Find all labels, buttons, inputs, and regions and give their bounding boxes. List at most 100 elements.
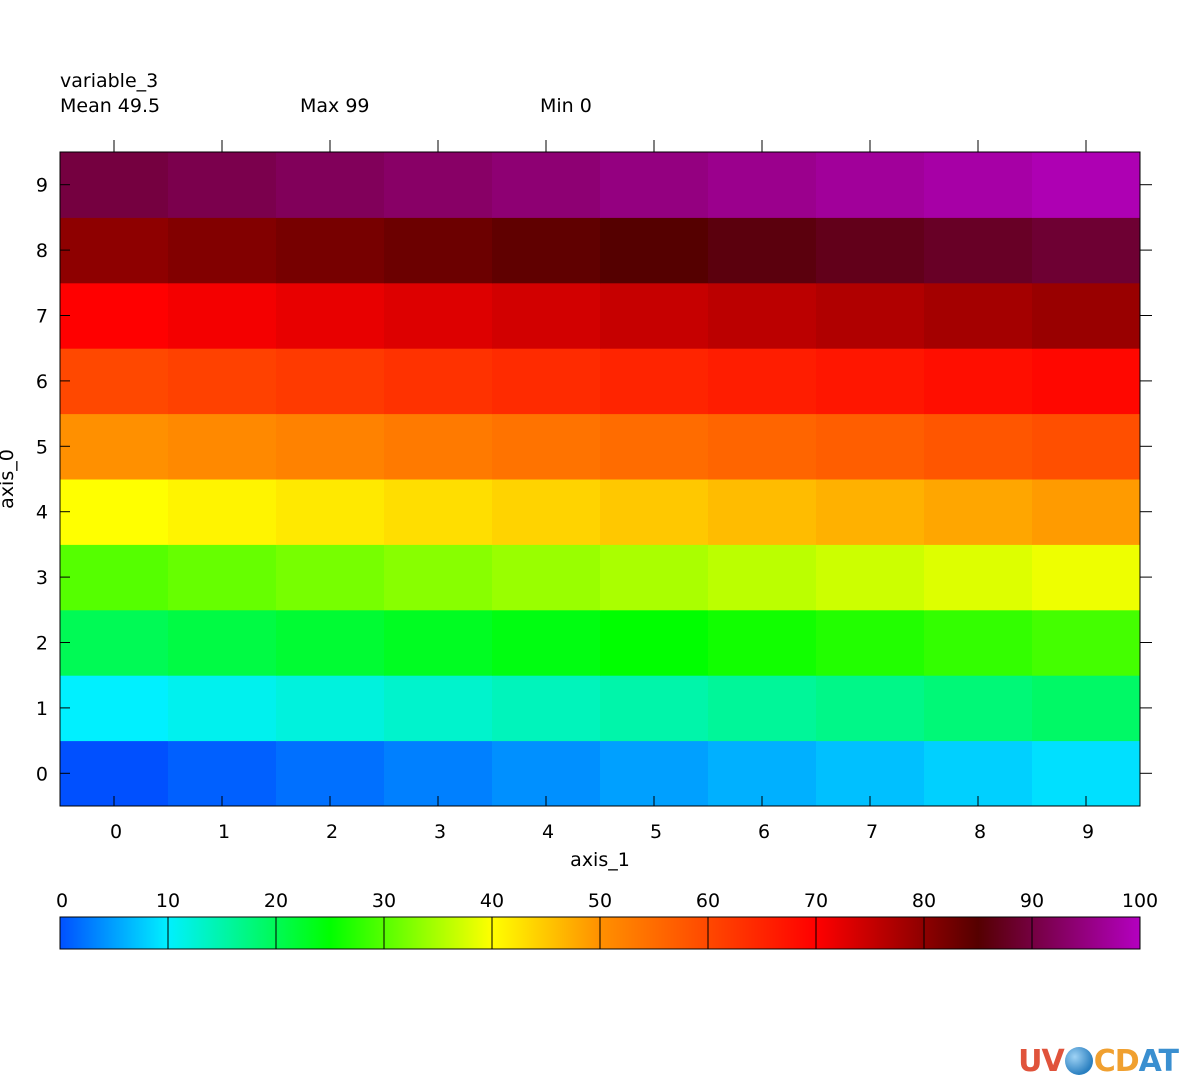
heatmap-cell [816, 282, 925, 349]
y-tick-label: 5 [36, 436, 48, 458]
heatmap-cell [1032, 282, 1141, 349]
heatmap-cell [60, 609, 169, 676]
y-tick-label: 6 [36, 371, 48, 393]
heatmap-cell [1032, 348, 1141, 415]
heatmap-cell [924, 544, 1033, 611]
heatmap-cell [60, 479, 169, 545]
heatmap-cell [60, 413, 169, 480]
heatmap-cell [60, 282, 169, 349]
heatmap-cell [924, 282, 1033, 349]
heatmap-cell [384, 152, 493, 218]
heatmap-cell [816, 217, 925, 284]
colorbar-tick-label: 10 [156, 890, 180, 912]
heatmap-cell [708, 282, 817, 349]
heatmap-cell [924, 609, 1033, 676]
heatmap-cell [1032, 609, 1141, 676]
heatmap-cell [924, 217, 1033, 284]
heatmap-cell [384, 217, 493, 284]
heatmap-cell [924, 413, 1033, 480]
x-tick-label: 5 [650, 821, 662, 843]
globe-icon [1064, 1047, 1093, 1075]
heatmap-cell [276, 413, 385, 480]
heatmap-cell [600, 479, 709, 545]
x-tick-label: 6 [758, 821, 770, 843]
colorbar-tick-label: 40 [480, 890, 504, 912]
x-tick-label: 2 [326, 821, 338, 843]
heatmap-cell [492, 609, 601, 676]
colorbar-tick-label: 70 [804, 890, 828, 912]
x-tick-label: 1 [218, 821, 230, 843]
heatmap-cell [1032, 217, 1141, 284]
heatmap-cell [1032, 740, 1141, 807]
heatmap-cell [816, 152, 925, 218]
heatmap-cell [708, 479, 817, 545]
heatmap-cell [276, 609, 385, 676]
heatmap-cell [384, 544, 493, 611]
heatmap-cell [600, 544, 709, 611]
heatmap-cell [276, 152, 385, 218]
heatmap-cell [1032, 544, 1141, 611]
mean-label: Mean 49.5 [60, 95, 161, 117]
y-tick-label: 8 [36, 240, 48, 262]
heatmap-cell [492, 544, 601, 611]
heatmap-cell [600, 413, 709, 480]
heatmap-cell [600, 675, 709, 742]
min-label: Min 0 [540, 95, 592, 117]
y-axis-label: axis_0 [0, 449, 18, 509]
heatmap-cell [276, 740, 385, 807]
heatmap-cell [708, 544, 817, 611]
x-tick-label: 9 [1082, 821, 1094, 843]
heatmap-cell [600, 609, 709, 676]
plot-frame [59, 151, 1141, 807]
heatmap-cell [492, 152, 601, 218]
heatmap-cell [168, 152, 277, 218]
heatmap-cell [816, 479, 925, 545]
y-tick-label: 3 [36, 567, 48, 589]
heatmap-cell [600, 282, 709, 349]
colorbar-tick-label: 90 [1020, 890, 1044, 912]
heatmap-cell [60, 740, 169, 807]
x-tick-label: 0 [110, 821, 122, 843]
heatmap-cell [924, 740, 1033, 807]
colorbar-tick-label: 100 [1122, 890, 1158, 912]
heatmap-cell [816, 609, 925, 676]
heatmap-cell [384, 479, 493, 545]
heatmap-cell [924, 152, 1033, 218]
heatmap-cell [276, 675, 385, 742]
heatmap-cell [492, 282, 601, 349]
heatmap-cell [492, 479, 601, 545]
heatmap-cell [60, 348, 169, 415]
y-tick-label: 4 [36, 502, 48, 524]
x-tick-label: 8 [974, 821, 986, 843]
heatmap-cell [1032, 479, 1141, 545]
colorbar-tick-label: 20 [264, 890, 288, 912]
heatmap-cell [60, 675, 169, 742]
heatmap-cell [708, 217, 817, 284]
heatmap-cell [276, 348, 385, 415]
colorbar-tick-label: 30 [372, 890, 396, 912]
heatmap-cell [168, 740, 277, 807]
x-tick-label: 4 [542, 821, 554, 843]
heatmap-cell [384, 609, 493, 676]
heatmap-cell [384, 282, 493, 349]
heatmap-cell [708, 609, 817, 676]
heatmap-cell [600, 740, 709, 807]
heatmap-cell [1032, 675, 1141, 742]
heatmap-cell [924, 348, 1033, 415]
heatmap-cell [816, 348, 925, 415]
heatmap-cell [60, 152, 169, 218]
heatmap-cell [276, 544, 385, 611]
heatmap-cell [600, 217, 709, 284]
heatmap-cell [924, 675, 1033, 742]
y-tick-label: 0 [36, 763, 48, 785]
heatmap-cell [384, 413, 493, 480]
uvcdat-logo: UV CDAT [1018, 1044, 1179, 1079]
y-tick-label: 1 [36, 698, 48, 720]
heatmap-cell [492, 740, 601, 807]
heatmap-cell [276, 217, 385, 284]
heatmap-cell [708, 152, 817, 218]
heatmap-cell [924, 479, 1033, 545]
heatmap-cell [492, 675, 601, 742]
heatmap-cell [384, 675, 493, 742]
